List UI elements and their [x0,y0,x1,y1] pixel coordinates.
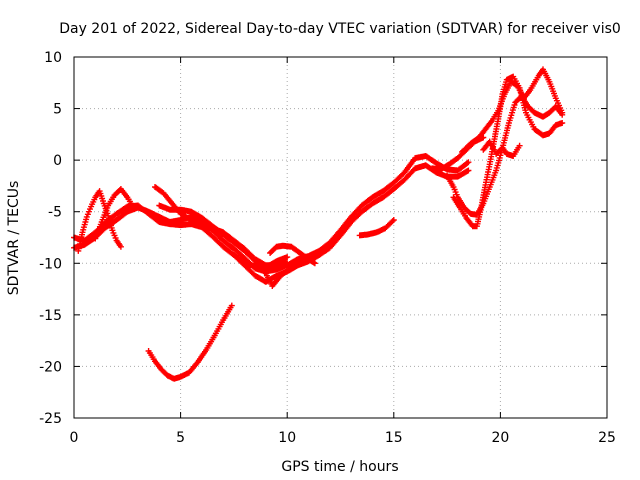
plot-frame [73,56,608,419]
y-tick-label: -10 [39,256,62,272]
x-tick-label: 0 [70,430,79,446]
y-tick-label: -5 [48,205,62,221]
data-point-markers [92,186,137,242]
data-point-markers [230,252,291,271]
y-tick-label: 10 [44,50,62,66]
series-track-o [429,134,487,173]
grid-lines [74,57,607,418]
series-track-g [230,252,291,271]
series-track-i [145,302,235,382]
series-track-d [92,186,137,242]
x-tick-label: 5 [176,430,185,446]
y-tick-label: -20 [39,359,62,375]
data-point-markers [356,217,397,239]
x-tick-label: 25 [598,430,616,446]
data-point-markers [480,138,523,159]
series-track-j [356,217,397,239]
x-tick-label: 10 [278,430,296,446]
x-tick-label: 20 [491,430,509,446]
chart-title: Day 201 of 2022, Sidereal Day-to-day VTE… [59,21,621,37]
y-tick-label: 0 [53,153,62,169]
y-axis-label: SDTVAR / TECUs [6,181,22,296]
x-tick-label: 15 [385,430,403,446]
y-tick-label: -15 [39,308,62,324]
x-axis-label: GPS time / hours [281,459,398,475]
data-point-markers [267,242,318,267]
data-point-markers [429,134,487,173]
data-point-markers [145,302,235,382]
axis-ticks: 0 5 10 15 20 25 -25 -20 -15 -10 -5 0 5 10 [39,50,616,446]
y-tick-label: 5 [53,102,62,118]
y-tick-label: -25 [39,411,62,427]
series-track-n [480,138,523,159]
series-track-h [267,242,318,267]
data-point-markers [156,202,306,289]
series-track-f [156,202,306,289]
